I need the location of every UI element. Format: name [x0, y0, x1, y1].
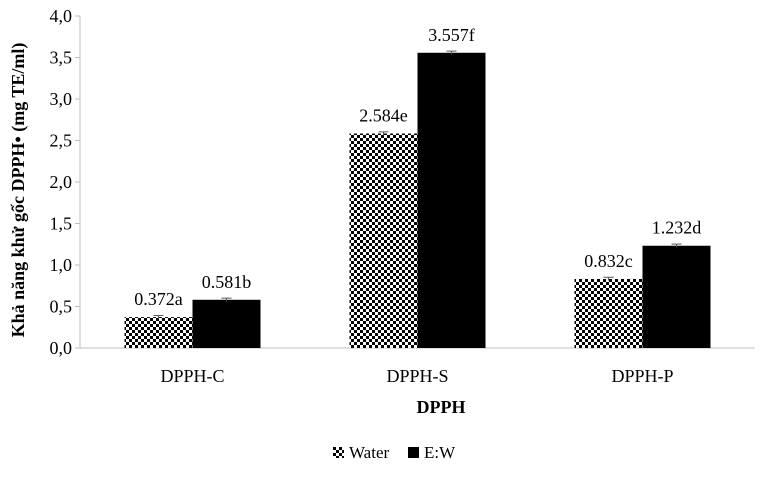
data-label: 0.832c	[584, 251, 633, 271]
data-labels: 0.372a 0.581b 2.584e 3.557f 0.832c 1.232d	[134, 25, 701, 309]
y-tick-label: 4,0	[50, 6, 73, 26]
x-category-label: DPPH-S	[386, 366, 448, 386]
data-label: 3.557f	[428, 25, 475, 45]
legend-label: Water	[349, 443, 389, 462]
bar	[417, 52, 486, 348]
y-tick-label: 2,5	[50, 131, 73, 151]
legend-label: E:W	[424, 443, 456, 462]
y-tick-label: 2,0	[50, 172, 73, 192]
bar	[124, 317, 193, 348]
y-tick-label: 3,0	[50, 89, 73, 109]
bar	[574, 278, 643, 348]
bar	[192, 299, 261, 348]
y-tick-label: 3,5	[50, 48, 73, 68]
x-axis: DPPH-C DPPH-S DPPH-P	[80, 347, 755, 386]
y-tick-label: 0,0	[50, 338, 73, 358]
y-tick-label: 0,5	[50, 297, 73, 317]
y-axis-title: Khả năng khử gốc DPPH• (mg TE/ml)	[8, 43, 29, 338]
data-label: 0.581b	[202, 272, 252, 292]
legend-swatch	[333, 447, 344, 458]
y-tick-label: 1,5	[50, 214, 73, 234]
bar	[349, 133, 418, 348]
data-label: 1.232d	[652, 218, 702, 238]
x-category-label: DPPH-P	[611, 366, 673, 386]
legend: Water E:W	[333, 443, 456, 462]
bars	[124, 50, 711, 348]
bar	[642, 245, 711, 348]
x-category-label: DPPH-C	[160, 366, 224, 386]
y-axis: 0,0 0,5 1,0 1,5 2,0 2,5 3,0 3,5 4,0	[50, 6, 81, 358]
y-tick-label: 1,0	[50, 255, 73, 275]
data-label: 2.584e	[359, 106, 408, 126]
data-label: 0.372a	[134, 289, 183, 309]
x-axis-title: DPPH	[417, 397, 466, 417]
legend-swatch	[408, 447, 419, 458]
